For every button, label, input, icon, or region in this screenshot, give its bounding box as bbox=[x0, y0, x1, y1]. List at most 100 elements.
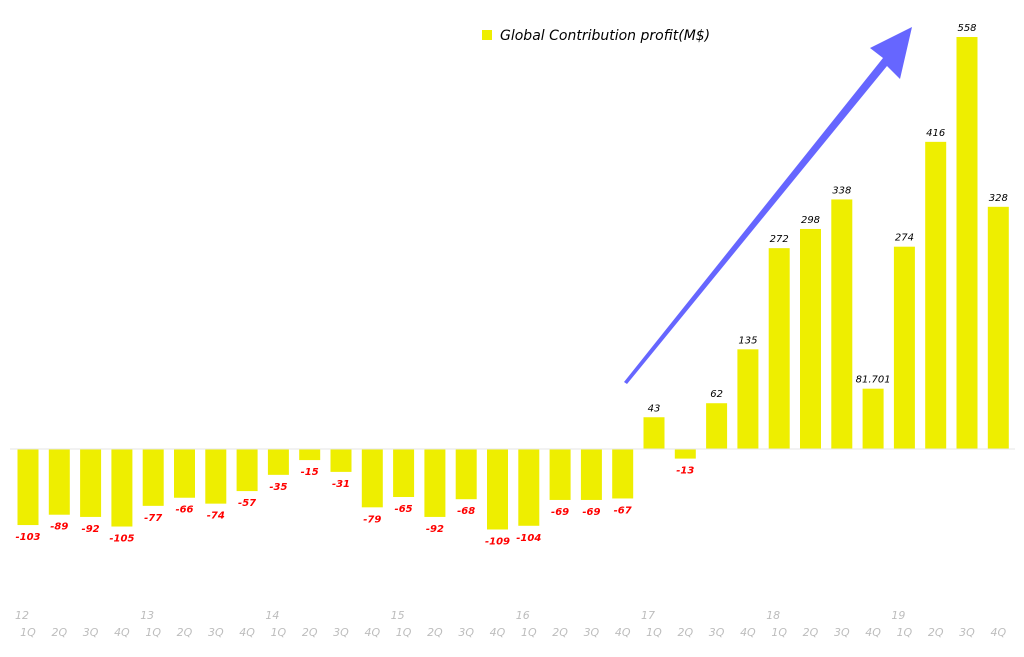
data-label: -79 bbox=[363, 514, 381, 525]
x-tick-label: 3Q bbox=[834, 626, 850, 639]
x-tick-label: 1Q bbox=[396, 626, 412, 639]
data-label: 62 bbox=[710, 389, 723, 400]
legend-label: Global Contribution profit(M$) bbox=[500, 28, 710, 44]
data-label: -105 bbox=[109, 534, 134, 545]
bar bbox=[142, 449, 164, 506]
data-label: -92 bbox=[426, 524, 444, 535]
data-label: -65 bbox=[395, 504, 413, 515]
x-tick-label: 2Q bbox=[552, 626, 568, 639]
bar bbox=[925, 141, 947, 449]
x-tick-label: 3Q bbox=[584, 626, 600, 639]
bar bbox=[487, 449, 508, 530]
x-tick-label: 4Q bbox=[865, 626, 881, 639]
x-year-label: 17 bbox=[641, 609, 655, 622]
bar bbox=[706, 403, 728, 449]
x-tick-label: 2Q bbox=[302, 626, 318, 639]
bar bbox=[424, 449, 446, 517]
x-tick-label: 2Q bbox=[803, 626, 819, 639]
data-label: 274 bbox=[895, 233, 914, 244]
legend: Global Contribution profit(M$) bbox=[482, 28, 710, 44]
data-label: 272 bbox=[770, 234, 789, 245]
bar bbox=[205, 449, 227, 504]
x-tick-label: 4Q bbox=[239, 626, 255, 639]
data-label: 135 bbox=[738, 335, 757, 346]
data-label: -103 bbox=[15, 532, 40, 543]
bar bbox=[643, 417, 665, 449]
x-tick-label: 1Q bbox=[646, 626, 662, 639]
bar bbox=[111, 449, 133, 527]
bar bbox=[768, 248, 790, 449]
data-label: -13 bbox=[676, 466, 694, 477]
x-tick-label: 3Q bbox=[208, 626, 224, 639]
bar bbox=[831, 199, 853, 449]
x-tick-label: 4Q bbox=[740, 626, 756, 639]
bar bbox=[549, 449, 571, 500]
trend-arrow-icon bbox=[624, 27, 912, 384]
bar bbox=[299, 449, 321, 461]
x-tick-label: 3Q bbox=[959, 626, 975, 639]
data-label: -35 bbox=[269, 482, 287, 493]
x-year-label: 16 bbox=[516, 609, 530, 622]
data-label: 298 bbox=[801, 215, 820, 226]
bar bbox=[800, 228, 821, 449]
x-tick-label: 4Q bbox=[114, 626, 130, 639]
data-label: -89 bbox=[50, 522, 68, 533]
data-label: -66 bbox=[175, 505, 193, 516]
data-label: 416 bbox=[926, 128, 945, 139]
x-tick-label: 1Q bbox=[897, 626, 913, 639]
data-label: -104 bbox=[516, 533, 541, 544]
x-tick-label: 4Q bbox=[990, 626, 1006, 639]
data-label: -15 bbox=[301, 467, 319, 478]
x-tick-label: 3Q bbox=[458, 626, 474, 639]
data-label: -74 bbox=[207, 511, 225, 522]
bar bbox=[518, 449, 540, 526]
data-label: -67 bbox=[614, 505, 632, 516]
bar bbox=[80, 449, 102, 517]
bar bbox=[393, 449, 415, 497]
x-year-label: 13 bbox=[140, 609, 154, 622]
x-year-label: 19 bbox=[891, 609, 905, 622]
x-tick-label: 3Q bbox=[83, 626, 99, 639]
x-year-label: 14 bbox=[265, 609, 279, 622]
bar bbox=[580, 449, 602, 500]
bar bbox=[17, 449, 39, 526]
x-tick-label: 3Q bbox=[709, 626, 725, 639]
x-tick-label: 1Q bbox=[521, 626, 537, 639]
data-label: -69 bbox=[582, 507, 600, 518]
x-tick-label: 1Q bbox=[271, 626, 287, 639]
trend-arrow bbox=[624, 27, 912, 384]
bar bbox=[48, 449, 70, 515]
data-labels-group: -103 -89 -92 -105 -77 -66 -74 -57 -35 -15 -31 -79 -6… bbox=[15, 23, 1007, 547]
data-label: 81.701 bbox=[856, 375, 891, 386]
x-year-label: 18 bbox=[766, 609, 780, 622]
bars-group bbox=[17, 37, 1009, 530]
bar bbox=[455, 449, 477, 500]
x-axis: 1Q 2Q 3Q 4Q 1Q 2Q 3Q 4Q 1Q 2Q 3Q 4Q 1Q 2Q 3Q 4Q 1Q 2Q 3Q 4Q… bbox=[15, 609, 1006, 639]
x-tick-label: 4Q bbox=[364, 626, 380, 639]
data-label: -109 bbox=[485, 536, 510, 547]
bar bbox=[236, 449, 258, 492]
data-label: -31 bbox=[332, 479, 350, 490]
x-tick-label: 1Q bbox=[20, 626, 36, 639]
x-tick-label: 4Q bbox=[615, 626, 631, 639]
data-label: 328 bbox=[989, 193, 1008, 204]
bar bbox=[737, 349, 759, 449]
bar bbox=[674, 449, 696, 459]
x-tick-label: 2Q bbox=[928, 626, 944, 639]
bar bbox=[893, 246, 915, 449]
data-label: -77 bbox=[144, 513, 162, 524]
x-year-label: 12 bbox=[15, 609, 29, 622]
bar bbox=[267, 449, 289, 475]
data-label: -92 bbox=[82, 524, 100, 535]
data-label: 43 bbox=[648, 403, 661, 414]
legend-swatch bbox=[482, 30, 492, 40]
data-label: -57 bbox=[238, 498, 256, 509]
x-tick-label: 1Q bbox=[145, 626, 161, 639]
data-label: -69 bbox=[551, 507, 569, 518]
data-label: 338 bbox=[832, 185, 851, 196]
bar bbox=[361, 449, 383, 508]
x-tick-label: 2Q bbox=[427, 626, 443, 639]
x-tick-label: 1Q bbox=[771, 626, 787, 639]
bar bbox=[174, 449, 195, 498]
